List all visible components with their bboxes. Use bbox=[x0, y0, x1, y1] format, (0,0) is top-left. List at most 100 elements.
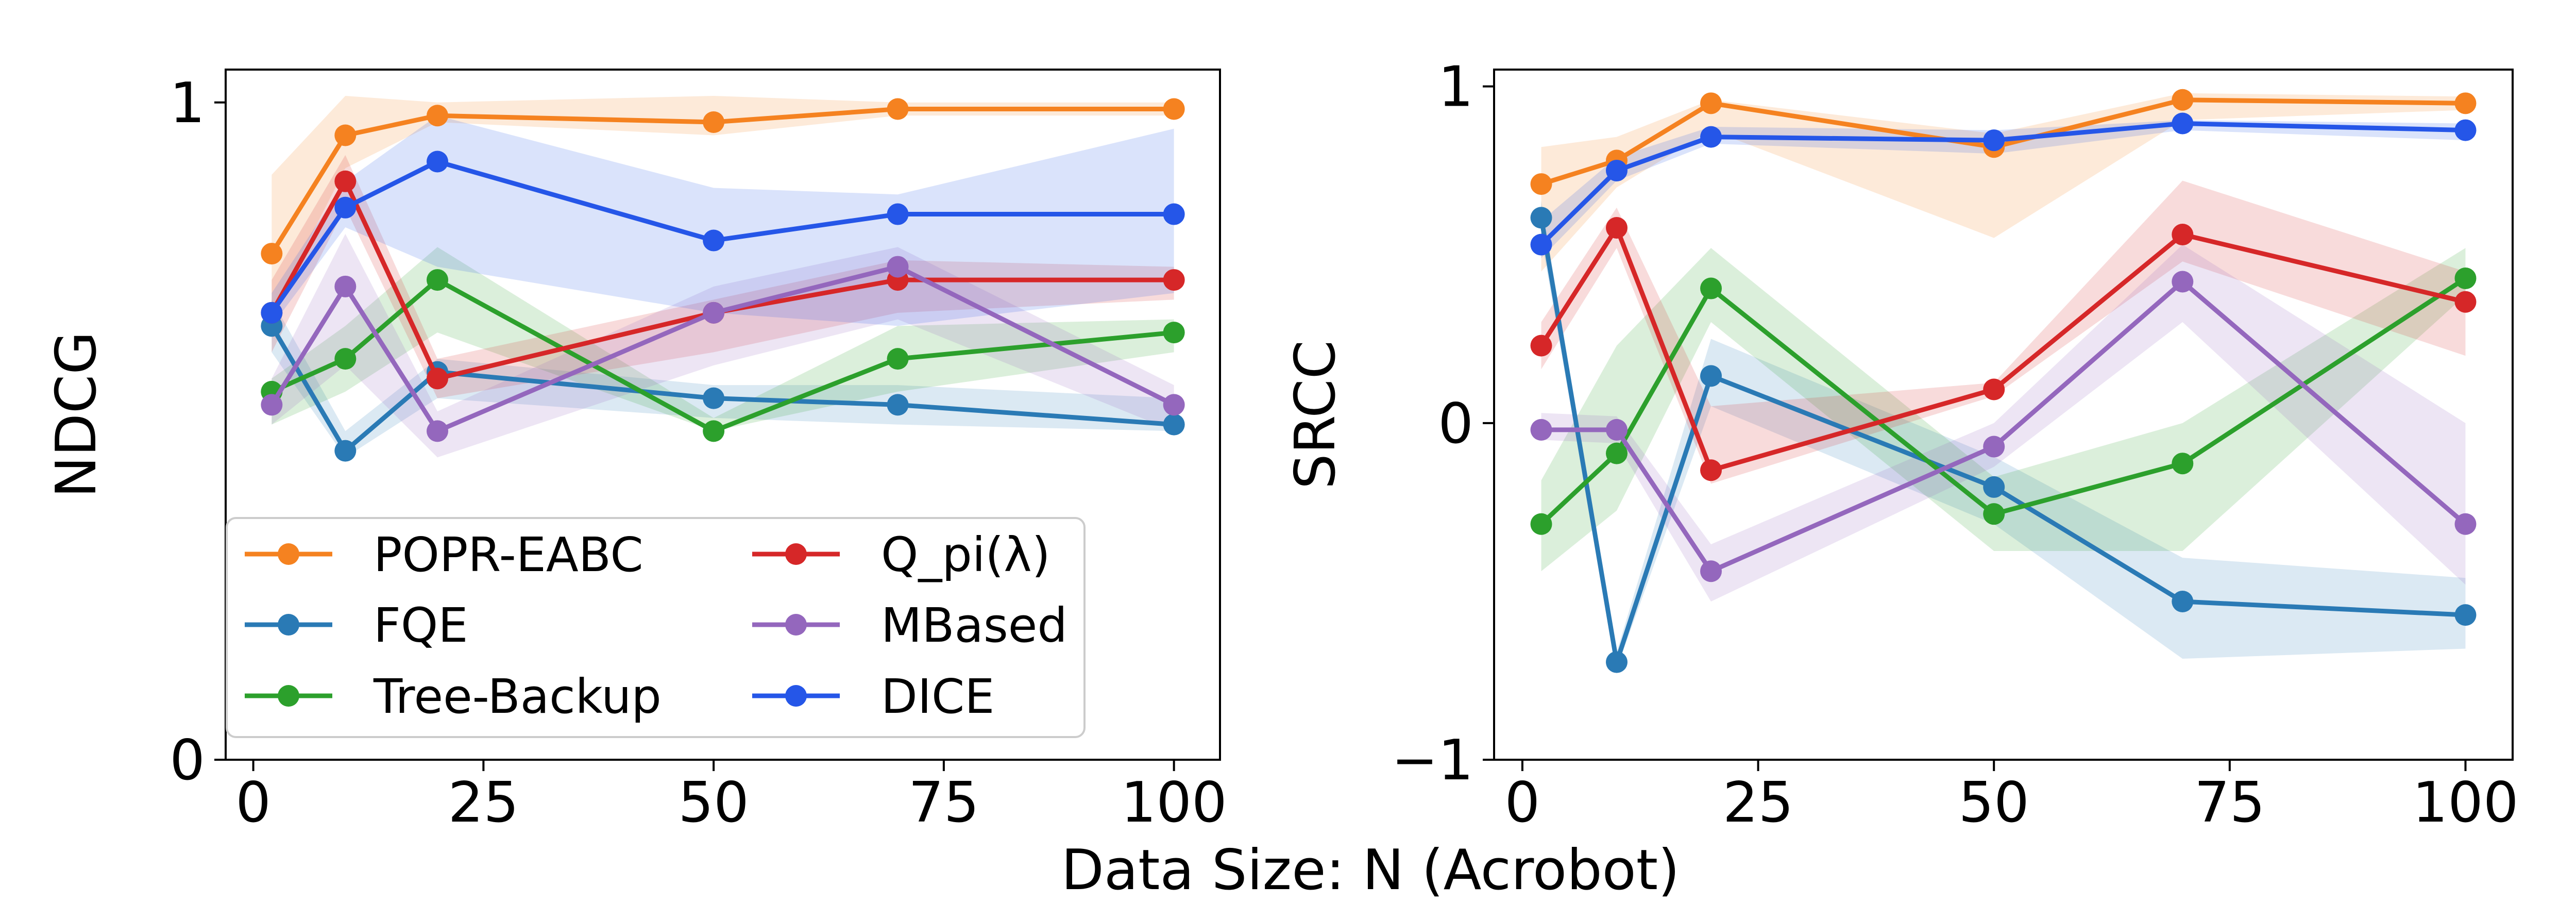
point-mbased bbox=[703, 302, 725, 324]
point-dice bbox=[1163, 203, 1185, 225]
point-dice bbox=[887, 203, 909, 225]
point-dice bbox=[703, 229, 725, 252]
point-mbased bbox=[261, 394, 283, 416]
point-fqe bbox=[2454, 604, 2477, 626]
band-tree-backup bbox=[272, 247, 1174, 431]
point-popr-eabc bbox=[1700, 92, 1722, 114]
legend-label-q-pi-: Q_pi(λ) bbox=[881, 527, 1050, 582]
band-q-pi- bbox=[272, 155, 1174, 398]
band-tree-backup bbox=[1541, 248, 2466, 572]
point-q-pi- bbox=[1700, 459, 1722, 481]
legend-marker-tree-backup bbox=[278, 685, 299, 707]
point-popr-eabc bbox=[703, 111, 725, 133]
point-popr-eabc bbox=[334, 124, 357, 146]
point-q-pi- bbox=[1605, 216, 1628, 239]
axes-frame bbox=[225, 69, 1221, 761]
point-dice bbox=[1700, 126, 1722, 148]
series-line-dice bbox=[1539, 121, 2466, 246]
point-tree-backup bbox=[1163, 322, 1185, 344]
point-fqe bbox=[703, 387, 725, 409]
legend-label-tree-backup: Tree-Backup bbox=[373, 669, 662, 724]
point-tree-backup bbox=[427, 269, 449, 291]
band-fqe bbox=[1541, 201, 2466, 669]
point-q-pi- bbox=[334, 170, 357, 192]
point-fqe bbox=[1700, 365, 1722, 387]
legend-box bbox=[226, 517, 1086, 738]
series-line-popr-eabc bbox=[269, 107, 1174, 255]
legend-marker-fqe bbox=[278, 614, 299, 636]
point-dice bbox=[1530, 233, 1552, 256]
axes-frame bbox=[1493, 69, 2514, 761]
point-mbased bbox=[887, 256, 909, 278]
point-mbased bbox=[427, 420, 449, 442]
point-fqe bbox=[2172, 591, 2194, 613]
point-popr-eabc bbox=[2454, 92, 2477, 114]
series-line-q-pi- bbox=[1539, 225, 2466, 473]
point-tree-backup bbox=[2454, 267, 2477, 289]
legend-marker-q-pi- bbox=[785, 543, 807, 565]
point-dice bbox=[1983, 129, 2005, 152]
legend-marker-mbased bbox=[785, 614, 807, 636]
point-popr-eabc bbox=[427, 105, 449, 127]
y-tick-label: −1 bbox=[1392, 728, 1473, 793]
point-fqe bbox=[1163, 413, 1185, 436]
point-q-pi- bbox=[2172, 224, 2194, 246]
point-fqe bbox=[1983, 476, 2005, 498]
series-line-mbased bbox=[1541, 279, 2467, 574]
x-tick-label: 100 bbox=[1121, 771, 1227, 835]
legend-label-fqe: FQE bbox=[374, 598, 468, 653]
point-tree-backup bbox=[1530, 513, 1552, 535]
point-popr-eabc bbox=[1163, 98, 1185, 120]
legend-label-popr-eabc: POPR-EABC bbox=[374, 527, 643, 582]
x-tick-label: 0 bbox=[235, 771, 271, 835]
point-q-pi- bbox=[1983, 378, 2005, 400]
x-tick-label: 75 bbox=[908, 771, 979, 835]
point-dice bbox=[1605, 159, 1628, 181]
series-line-dice bbox=[269, 159, 1174, 314]
ndcg-chart: 0 25 50 75 100 0 1 NDCG bbox=[44, 69, 1227, 835]
point-dice bbox=[2454, 119, 2477, 141]
point-mbased bbox=[1605, 419, 1628, 441]
point-popr-eabc bbox=[1530, 173, 1552, 195]
x-tick-label: 25 bbox=[448, 771, 519, 835]
point-dice bbox=[334, 196, 357, 219]
legend-label-mbased: MBased bbox=[881, 598, 1067, 653]
figure-xlabel: Data Size: N (Acrobot) bbox=[1061, 838, 1680, 902]
y-tick-label: 0 bbox=[1438, 392, 1473, 456]
series-line-popr-eabc bbox=[1540, 97, 2466, 187]
point-fqe bbox=[1530, 207, 1552, 229]
point-popr-eabc bbox=[261, 243, 283, 265]
y-axis-label: SRCC bbox=[1283, 340, 1348, 489]
point-tree-backup bbox=[1983, 503, 2005, 525]
legend-label-dice: DICE bbox=[881, 669, 994, 724]
point-mbased bbox=[2454, 513, 2477, 535]
point-tree-backup bbox=[887, 348, 909, 370]
point-fqe bbox=[887, 394, 909, 416]
point-dice bbox=[261, 302, 283, 324]
point-dice bbox=[427, 151, 449, 173]
point-mbased bbox=[1163, 394, 1185, 416]
x-tick-label: 50 bbox=[678, 771, 749, 835]
y-tick-label: 0 bbox=[170, 728, 205, 793]
y-tick-label: 1 bbox=[170, 71, 205, 136]
x-tick-label: 25 bbox=[1723, 771, 1793, 835]
x-tick-label: 0 bbox=[1505, 771, 1540, 835]
band-dice bbox=[272, 115, 1174, 326]
point-tree-backup bbox=[1700, 277, 1722, 299]
point-mbased bbox=[1530, 419, 1552, 441]
point-tree-backup bbox=[2172, 453, 2194, 475]
point-mbased bbox=[1700, 560, 1722, 582]
point-mbased bbox=[334, 275, 357, 297]
point-popr-eabc bbox=[2172, 89, 2194, 111]
y-axis-label: NDCG bbox=[44, 331, 109, 498]
band-popr-eabc bbox=[272, 96, 1174, 313]
point-tree-backup bbox=[334, 348, 357, 370]
point-tree-backup bbox=[703, 420, 725, 442]
point-q-pi- bbox=[2454, 291, 2477, 313]
point-q-pi- bbox=[1530, 335, 1552, 357]
series-line-fqe bbox=[269, 325, 1174, 454]
series-line-q-pi- bbox=[269, 179, 1174, 381]
point-popr-eabc bbox=[887, 98, 909, 120]
series-line-mbased bbox=[269, 264, 1175, 433]
